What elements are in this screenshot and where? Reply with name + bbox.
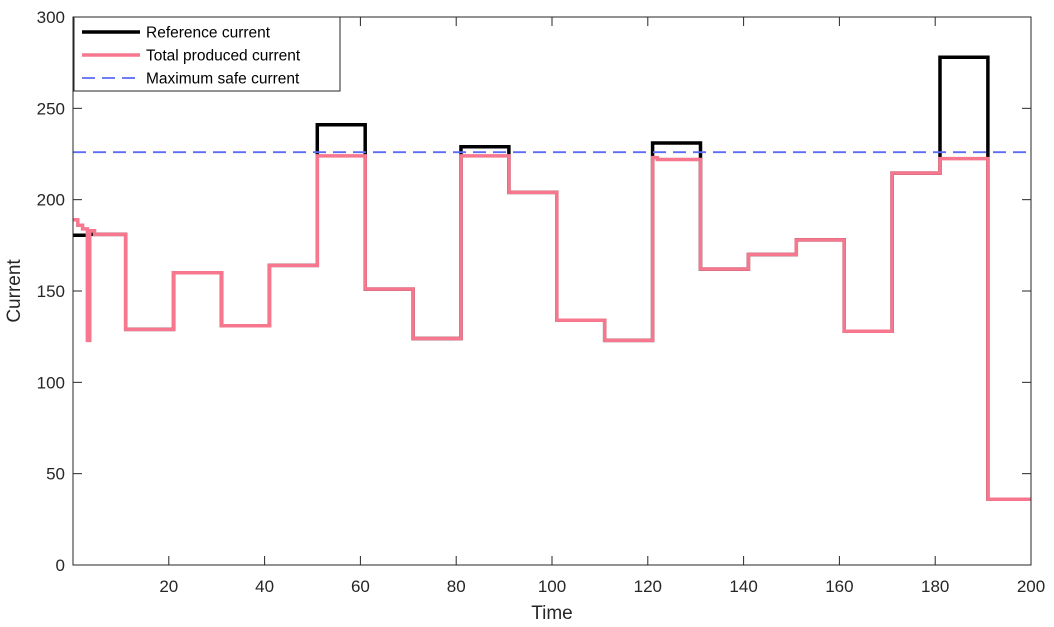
x-tick-label: 60: [351, 577, 370, 596]
y-tick-label: 200: [37, 191, 65, 210]
series-line-1: [73, 154, 1031, 501]
x-tick-label: 200: [1017, 577, 1045, 596]
y-tick-label: 250: [37, 99, 65, 118]
x-tick-label: 80: [447, 577, 466, 596]
x-axis-label: Time: [531, 603, 573, 624]
y-axis: 0 50 100 150 200 250 300: [37, 8, 1031, 575]
x-axis: 20 40 60 80 100 120 140 160 180 200: [159, 17, 1045, 596]
x-tick-label: 180: [921, 577, 949, 596]
x-tick-label: 140: [729, 577, 757, 596]
x-tick-label: 120: [634, 577, 662, 596]
x-tick-label: 40: [255, 577, 274, 596]
legend-label: Reference current: [146, 25, 271, 42]
x-tick-label: 100: [538, 577, 566, 596]
x-tick-label: 160: [825, 577, 853, 596]
legend-label: Total produced current: [146, 48, 301, 65]
legend-label: Maximum safe current: [146, 71, 300, 88]
y-tick-label: 50: [46, 465, 65, 484]
x-tick-label: 20: [159, 577, 178, 596]
plot-lines: [73, 55, 1031, 501]
y-axis-label: Current: [4, 259, 25, 323]
legend: Reference current Total produced current M…: [73, 16, 341, 92]
y-tick-label: 100: [37, 373, 65, 392]
y-tick-label: 0: [56, 556, 65, 575]
y-tick-label: 300: [37, 8, 65, 27]
y-tick-label: 150: [37, 282, 65, 301]
